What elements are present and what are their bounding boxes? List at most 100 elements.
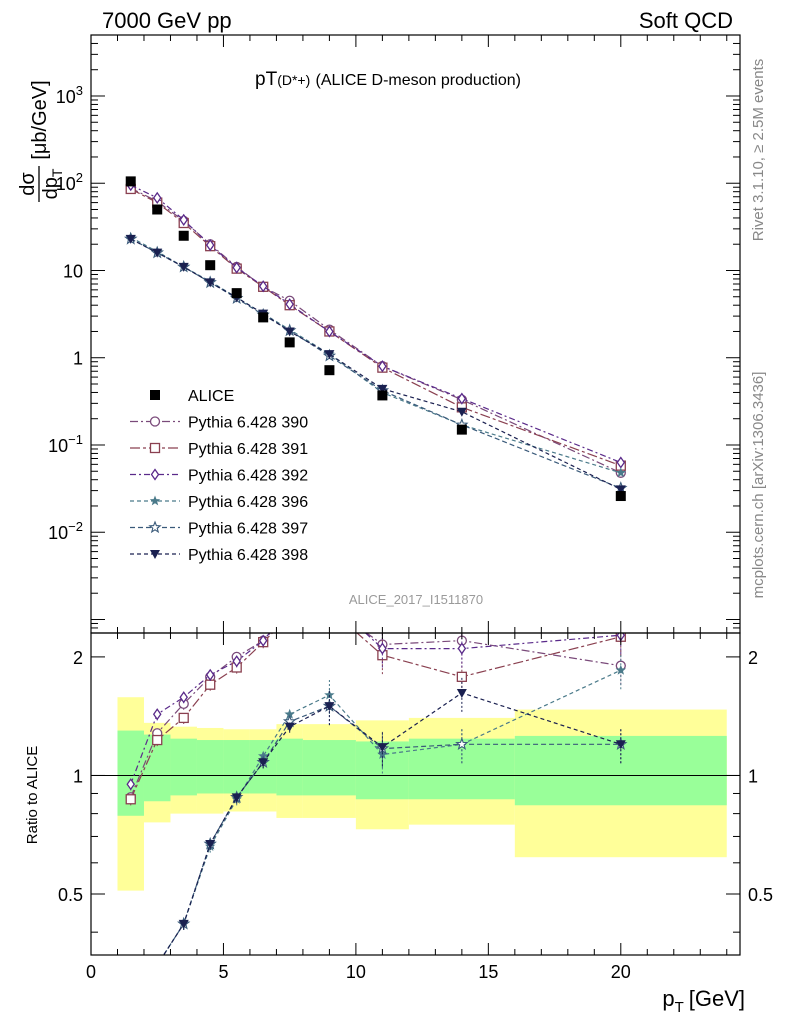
y-ratio-tick-label-right: 2 [748,648,758,668]
alice-data-point [152,204,163,215]
chart-title: pT(D*+) (ALICE D-meson production) [255,69,521,90]
x-tick-label: 15 [478,962,498,982]
series-398-ratio-point [615,740,626,750]
main-frame [90,34,741,634]
y-main-tick-label: 103 [56,83,83,107]
series-392-ratio-point [152,708,162,721]
legend-label: Pythia 6.428 390 [188,415,308,432]
alice-data-point [456,424,467,435]
series-392-ratio-point [457,642,467,655]
series-392-ratio-point [205,668,215,682]
title-suffix: (ALICE D-meson production) [316,72,521,89]
series-392-ratio-point [258,634,268,647]
legend-marker [149,495,161,506]
y-main-tick-label: 1 [73,349,83,369]
ratio-band-green [170,738,197,796]
legend-marker [148,520,162,534]
x-tick-label: 5 [218,962,228,982]
alice-data-point [377,390,388,401]
legend-marker [150,468,160,481]
legend-marker [149,416,161,427]
alice-data-point [284,337,295,348]
series-396-ratio-line [162,669,622,955]
ratio-band-green [196,740,224,794]
series-398-point [205,278,216,288]
y-ratio-tick-label: 1 [73,766,83,786]
legend-marker [149,442,161,454]
x-tick-label: 20 [611,962,631,982]
ratio-band-green [276,738,303,796]
series-398-ratio-point [377,743,388,753]
x-axis-label: pT [GeV] [662,986,745,1016]
legend-marker [150,390,160,400]
series-392-point [258,280,268,293]
series-392-ratio-point [326,594,333,604]
series-392-ratio-point [232,655,241,668]
y-main-tick-label: 10 [63,261,83,281]
y-ratio-axis-label: Ratio to ALICE [24,746,41,844]
series-398-point [324,350,335,360]
alice-data-point [178,230,189,241]
series-396-ratio-point [152,960,163,970]
mcplots-label: mcplots.cern.ch [arXiv:1306.3436] [750,372,767,599]
series-391-ratio-point [152,734,163,746]
legend-label: Pythia 6.428 392 [188,468,308,485]
y-main-axis-label: dσ dpT [μb/GeV] [17,80,65,202]
series-398-point [284,327,295,337]
series-391-ratio-point [456,671,468,682]
series-392-point [285,298,294,311]
series-398-point [615,485,626,495]
x-tick-label: 0 [86,962,96,982]
series-398-ratio [162,675,626,955]
rivet-label: Rivet 3.1.10, ≥ 2.5M events [750,59,767,242]
ratio-band-green [302,740,356,796]
series-397-ratio-point [455,737,469,750]
series-391-ratio-point [178,712,189,724]
y-label-den: dpT [40,168,65,199]
series-396-ratio-point [324,689,335,700]
y-main-tick-label: 10−2 [48,519,83,543]
series-398-point [125,234,136,244]
title-prefix: pT [255,69,278,90]
series-398-ratio-point [258,758,269,768]
series-398-point [178,262,189,272]
series-398-ratio-point [205,839,216,849]
series-392-point [152,191,162,204]
main-plot-area [123,176,628,502]
series-398-ratio-point [178,919,189,929]
series-391-ratio-point [285,611,294,620]
legend-entry: Pythia 6.428 398 [130,547,308,564]
ratio-band-green [408,738,515,800]
alice-data-point [615,491,626,502]
legend-entry: Pythia 6.428 392 [130,468,308,485]
alice-data-point [258,312,269,323]
series-397-ratio-point [152,960,163,970]
series-398-ratio-point [324,702,335,712]
legend-entry: Pythia 6.428 397 [130,520,308,538]
series-396-line [130,236,621,474]
legend-label: Pythia 6.428 397 [188,521,308,538]
series-396-ratio-point [615,664,626,675]
legend-entry: Pythia 6.428 391 [130,441,308,458]
series-398-ratio-point [231,793,242,803]
ratio-frame [90,632,741,956]
series-398-ratio-point [284,722,295,732]
legend-label: Pythia 6.428 391 [188,441,308,458]
alice-data-point [324,365,335,376]
series-392-point [205,239,215,252]
series-396-point [615,467,626,478]
series-392-point [457,392,467,405]
series-392-ratio-point [286,604,293,614]
series-398-line [130,238,622,490]
legend-label: ALICE [188,388,234,405]
series-392-ratio-point [378,642,387,655]
series-392-point [325,325,334,338]
y-main-tick-label: 10−1 [48,432,83,456]
y-ratio-tick-label: 2 [73,648,83,668]
legend-label: Pythia 6.428 398 [188,547,308,564]
title-particle: (D*+) [277,72,310,88]
header-left: 7000 GeV pp [102,8,232,33]
series-391-ratio-point [325,604,334,613]
